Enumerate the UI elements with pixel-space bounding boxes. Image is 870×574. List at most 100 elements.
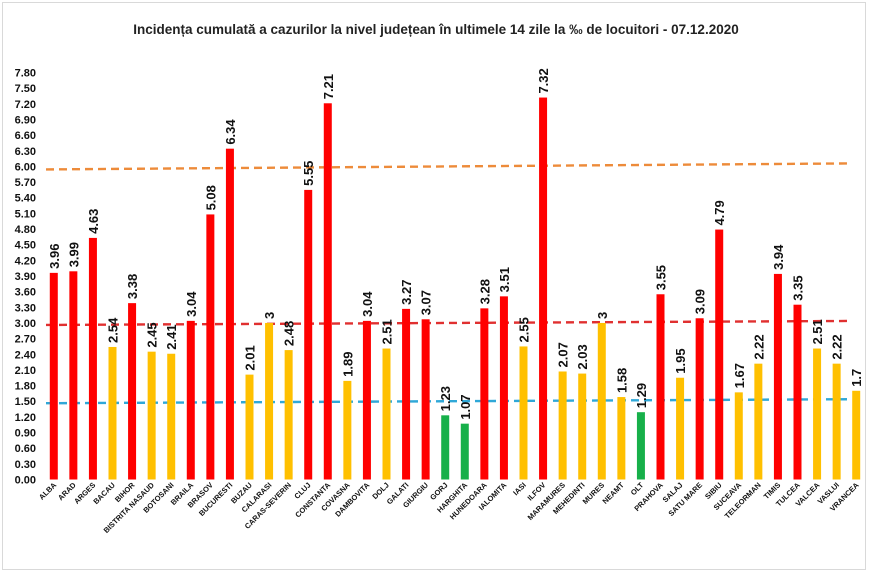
data-label: 3.27 [399,280,414,305]
bar [832,363,841,480]
data-label: 2.51 [380,319,395,344]
y-tick-label: 4.50 [15,240,36,252]
data-label: 1.07 [458,394,473,419]
bar [441,415,450,480]
data-label: 2.51 [810,319,825,344]
threshold-line [45,162,851,171]
data-label: 1.95 [673,348,688,373]
bar [460,423,469,480]
data-label: 3.28 [477,279,492,304]
bar [225,148,234,480]
data-label: 3.07 [419,290,434,315]
bar [245,374,254,480]
y-tick-label: 1.80 [15,381,36,393]
data-label: 1.89 [340,352,355,377]
data-label: 3.38 [125,274,140,299]
x-tick-label: ALBA [37,480,59,502]
bar [49,272,58,480]
data-label: 2.41 [164,324,179,349]
data-label: 2.22 [830,334,845,359]
data-label: 3 [595,312,610,319]
y-tick-label: 7.50 [15,83,36,95]
data-label: 3.04 [360,291,375,317]
x-tick-label: BACAU [91,481,117,507]
y-tick-label: 0.60 [15,443,36,455]
data-label: 3.35 [791,275,806,300]
data-label: 2.01 [243,345,258,370]
y-tick-label: 7.80 [15,68,36,80]
data-label: 3.09 [693,289,708,314]
bar [343,380,352,480]
bar [852,390,861,480]
y-tick-label: 6.90 [15,114,36,126]
bar [167,353,176,480]
bar [362,320,371,480]
data-label: 3.55 [654,265,669,290]
data-label: 2.54 [106,317,121,343]
bar [636,412,645,480]
chart-title: Incidența cumulată a cazurilor la nivel … [133,22,738,37]
bar [304,189,313,480]
data-label: 3.96 [47,244,62,269]
y-tick-label: 6.30 [15,146,36,158]
bar [284,350,293,480]
bar [421,319,430,480]
data-label: 6.34 [223,119,238,145]
data-label: 4.63 [86,209,101,234]
y-tick-label: 0.00 [15,475,36,487]
data-label: 3.94 [771,244,786,270]
y-tick-label: 2.40 [15,349,36,361]
data-label: 5.55 [301,161,316,186]
data-label: 1.23 [438,386,453,411]
bar [147,351,156,480]
bar [186,320,195,480]
bar [108,346,117,480]
bar [499,296,508,480]
bar [69,271,78,480]
bar [206,214,215,480]
bar [578,373,587,480]
data-label: 2.45 [145,322,160,347]
data-label: 7.32 [536,68,551,93]
bar [734,392,743,480]
data-label: 7.21 [321,74,336,99]
y-tick-label: 1.20 [15,412,36,424]
x-tick-label: IASI [511,481,528,498]
x-tick-label: NEAMT [601,480,627,506]
threshold-line [45,319,851,327]
y-axis: 0.00 0.30 0.60 0.90 1.20 1.50 1.80 2.10 2.40 2.70… [15,68,36,487]
bar [382,348,391,480]
y-tick-label: 4.20 [15,255,36,267]
bars [49,97,861,480]
y-tick-label: 3.00 [15,318,36,330]
bar [617,397,626,480]
bar [597,322,606,480]
bar [695,318,704,480]
y-tick-label: 2.10 [15,365,36,377]
bar [323,103,332,480]
y-tick-label: 7.20 [15,99,36,111]
y-tick-label: 3.90 [15,271,36,283]
data-label: 3.51 [497,267,512,292]
y-tick-label: 5.40 [15,193,36,205]
data-label: 2.55 [517,317,532,342]
y-tick-label: 0.90 [15,428,36,440]
data-label: 3.04 [184,291,199,317]
y-tick-label: 6.00 [15,161,36,173]
bar [480,308,489,480]
bar [793,304,802,480]
data-label: 1.67 [732,363,747,388]
data-label: 1.29 [634,383,649,408]
data-label: 2.22 [751,334,766,359]
data-label: 3 [262,312,277,319]
y-tick-label: 6.60 [15,130,36,142]
data-label: 3.99 [66,242,81,267]
bar [88,237,97,480]
data-label: 2.48 [282,321,297,346]
bar [773,273,782,480]
data-labels: 3.96 3.99 4.63 2.54 3.38 2.45 2.41 3.04 5.08 6.34… [47,68,864,419]
bar [128,303,137,480]
